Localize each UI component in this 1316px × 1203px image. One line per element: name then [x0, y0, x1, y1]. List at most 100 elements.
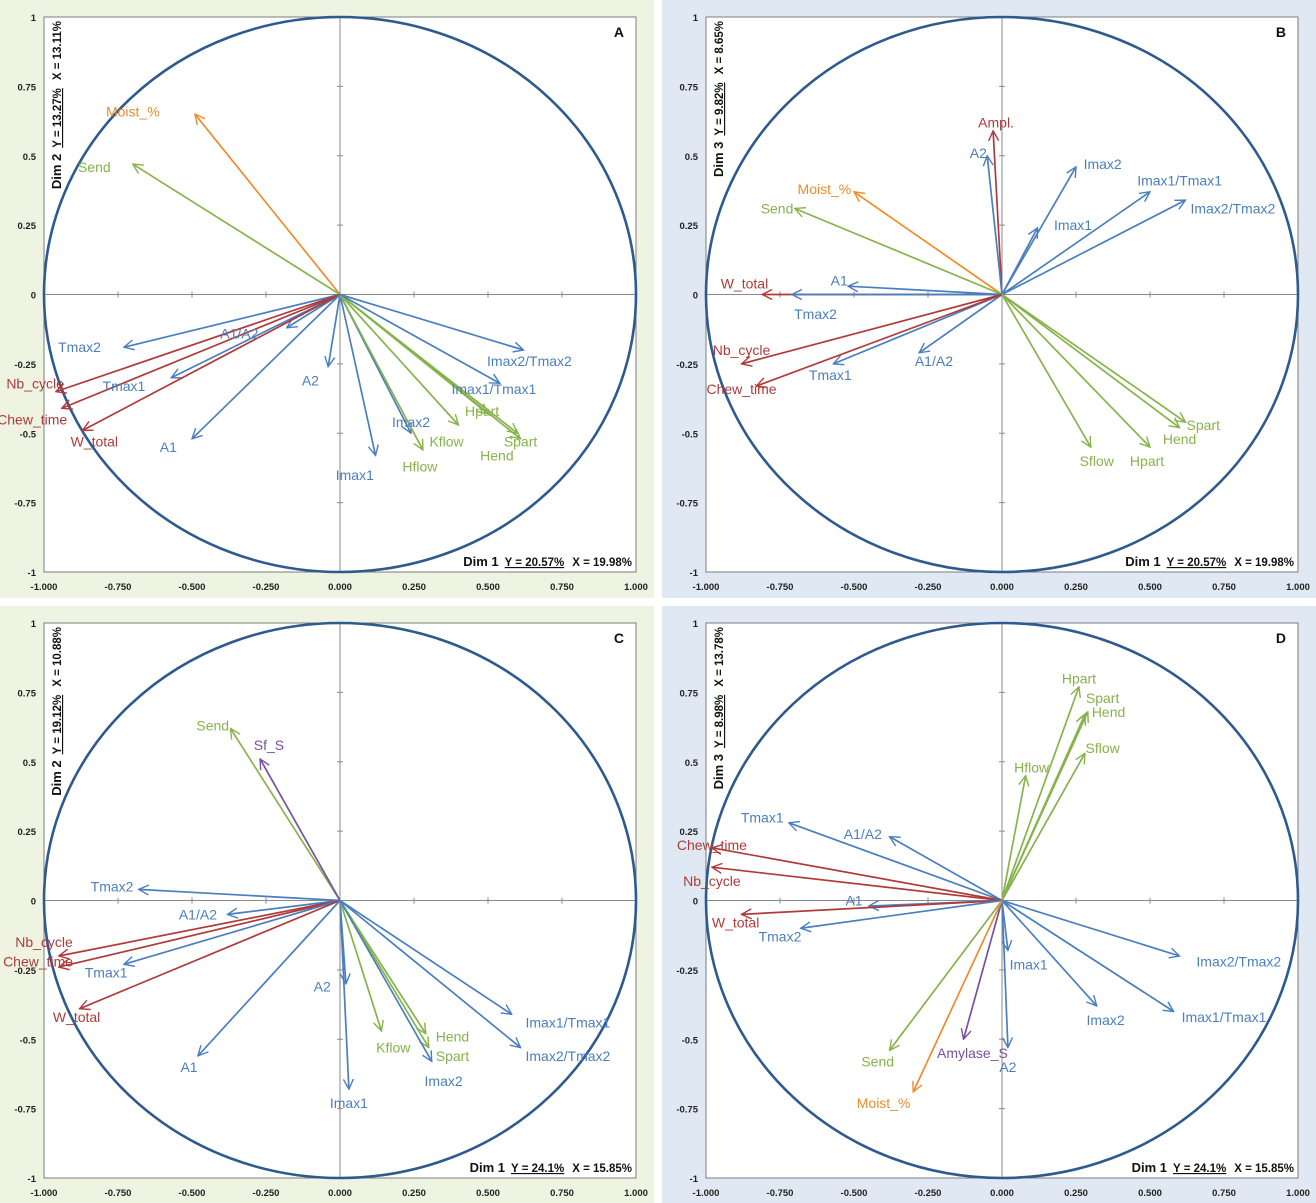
y-tick-label: -1	[690, 568, 699, 579]
vector-label-chew-time: Chew_time	[0, 411, 67, 427]
y-tick-label: -0.25	[676, 966, 698, 977]
y-tick-label: 0.25	[18, 827, 37, 838]
vector-hpart	[339, 293, 488, 414]
vector-amylase-s	[964, 900, 1003, 1040]
x-axis-y-pct: Y = 24.1%	[511, 1163, 564, 1175]
vector-chew-time	[712, 848, 1003, 902]
vector-imax2	[1001, 899, 1097, 1006]
y-tick-label: -0.25	[14, 360, 36, 371]
vector-imax1-tmax1	[1001, 192, 1150, 296]
vector-hpart	[1001, 293, 1150, 448]
vector-label-sf-s: Sf_S	[254, 737, 284, 753]
x-axis-title: Dim 1 Y = 20.57% X = 19.98%	[1125, 554, 1294, 569]
correlation-circle	[42, 15, 638, 574]
vector-sflow	[1001, 294, 1091, 448]
x-tick-label: 0.250	[1064, 1188, 1088, 1199]
vector-label-amylase-s: Amylase_S	[937, 1045, 1008, 1061]
y-axis-title: Dim 2 Y = 13.27% X = 13.11%	[49, 21, 64, 189]
y-tick-label: 0	[31, 291, 36, 302]
correlation-circle	[704, 621, 1300, 1180]
y-tick-label: -0.5	[20, 429, 37, 440]
x-tick-label: -1.000	[693, 1188, 720, 1199]
y-axis-y-pct: Y = 19.12%	[52, 695, 64, 755]
x-tick-label: -0.250	[253, 582, 280, 593]
vector-hflow	[339, 294, 424, 450]
vector-label-a1: A1	[180, 1059, 197, 1075]
y-tick-label: 0.25	[680, 827, 699, 838]
y-tick-label: -0.75	[676, 1105, 698, 1116]
y-tick-label: 0.25	[680, 221, 699, 232]
vector-label-tmax2: Tmax2	[794, 306, 837, 322]
panel-b-svg: -1.000 -0.750 -0.500 -0.250 0.000 0.250 0.500 0…	[662, 0, 1316, 598]
x-axis-x-pct: X = 15.85%	[572, 1163, 632, 1175]
vector-label-tmax2: Tmax2	[759, 929, 802, 945]
vector-nb-cycle	[56, 293, 341, 392]
vector-a2	[987, 156, 1003, 295]
x-tick-label: -0.500	[179, 1188, 206, 1199]
vector-a1-a2	[228, 899, 341, 915]
y-axis-title: Dim 3 Y = 9.82% X = 8.65%	[711, 21, 726, 177]
panel-letter: C	[614, 630, 624, 646]
y-tick-label: -0.25	[676, 360, 698, 371]
y-tick-label: 0	[31, 897, 36, 908]
vector-label-imax2-tmax2: Imax2/Tmax2	[487, 353, 572, 369]
vector-label-chew-time: Chew_time	[677, 837, 747, 853]
vector-w-total	[742, 899, 1003, 915]
y-axis-dim: Dim 2	[49, 760, 64, 795]
y-tick-label: -1	[28, 568, 37, 579]
vector-imax2-tmax2	[1001, 899, 1180, 957]
vector-chew-time	[59, 899, 341, 968]
vector-send	[890, 899, 1003, 1051]
vector-a2	[328, 294, 341, 367]
y-tick-label: -0.75	[14, 499, 36, 510]
vector-label-a2: A2	[999, 1059, 1016, 1075]
panel-letter: B	[1276, 24, 1286, 40]
vector-label-hpart: Hpart	[1062, 671, 1096, 687]
x-axis-dim: Dim 1	[1132, 1160, 1167, 1175]
vector-a1-a2	[919, 293, 1003, 353]
vector-label-chew-time: Chew_time	[3, 954, 73, 970]
x-axis-dim: Dim 1	[470, 1160, 505, 1175]
vector-imax2-tmax2	[1001, 199, 1186, 296]
vector-label-tmax2: Tmax2	[91, 879, 134, 895]
vector-chew-time	[756, 293, 1003, 387]
x-axis-title: Dim 1 Y = 20.57% X = 19.98%	[463, 554, 632, 569]
x-tick-label: 0.750	[1212, 582, 1236, 593]
vector-label-hflow: Hflow	[402, 459, 438, 475]
y-tick-label: 0.75	[680, 688, 699, 699]
vector-tmax1	[171, 293, 341, 379]
vector-ampl	[993, 131, 1003, 295]
x-tick-label: 0.750	[550, 1188, 574, 1199]
y-axis-x-pct: X = 10.88%	[52, 627, 64, 687]
y-tick-label: 0.75	[18, 688, 37, 699]
y-tick-label: -0.25	[14, 966, 36, 977]
vector-a1	[192, 293, 341, 439]
y-tick-label: 1	[693, 619, 699, 630]
vector-tmax1	[833, 293, 1003, 364]
vector-label-send: Send	[861, 1053, 894, 1069]
vector-label-tmax2: Tmax2	[58, 339, 101, 355]
vector-imax2	[1001, 167, 1076, 295]
vector-moist	[854, 192, 1003, 296]
vector-nb-cycle	[712, 867, 1003, 902]
y-tick-label: -0.5	[682, 429, 699, 440]
vector-label-a1-a2: A1/A2	[844, 826, 882, 842]
vector-label-imax2-tmax2: Imax2/Tmax2	[1190, 200, 1275, 216]
vector-label-a2: A2	[302, 373, 319, 389]
vector-label-hflow: Hflow	[1014, 759, 1050, 775]
vector-label-nb-cycle: Nb_cycle	[683, 873, 741, 889]
vector-label-nb-cycle: Nb_cycle	[713, 342, 771, 358]
y-tick-label: 1	[31, 13, 37, 24]
panel-a-svg: -1.000 -0.750 -0.500 -0.250 0.000 0.250 0.500 0…	[0, 0, 654, 598]
y-tick-label: -0.5	[682, 1035, 699, 1046]
vector-label-tmax1: Tmax1	[103, 378, 146, 394]
vector-label-hpart: Hpart	[465, 403, 499, 419]
vector-label-moist: Moist_%	[798, 181, 852, 197]
vector-kflow	[339, 900, 381, 1031]
vector-w-total	[82, 293, 341, 432]
x-tick-label: 0.250	[1064, 582, 1088, 593]
vector-label-moist: Moist_%	[857, 1095, 911, 1111]
vector-imax1	[1001, 228, 1039, 295]
y-axis-dim: Dim 3	[711, 142, 726, 177]
x-tick-label: -0.750	[767, 582, 794, 593]
